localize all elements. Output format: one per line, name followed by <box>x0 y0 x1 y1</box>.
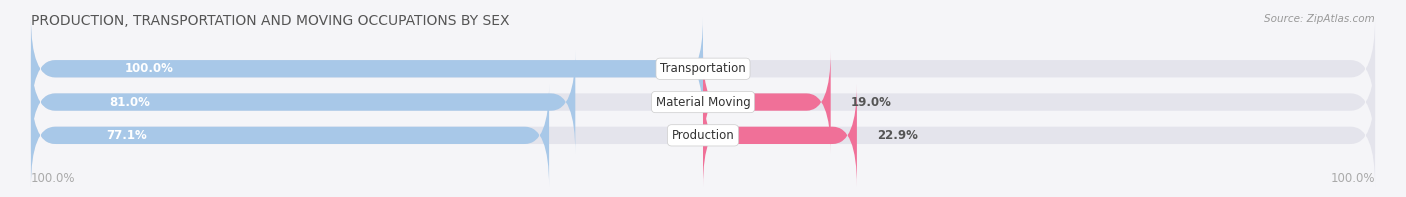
Text: 100.0%: 100.0% <box>31 172 76 185</box>
Text: 19.0%: 19.0% <box>851 96 891 109</box>
Text: Material Moving: Material Moving <box>655 96 751 109</box>
Text: 100.0%: 100.0% <box>125 62 174 75</box>
FancyBboxPatch shape <box>31 18 703 120</box>
Text: Transportation: Transportation <box>661 62 745 75</box>
FancyBboxPatch shape <box>703 51 831 153</box>
FancyBboxPatch shape <box>31 18 1375 120</box>
Text: PRODUCTION, TRANSPORTATION AND MOVING OCCUPATIONS BY SEX: PRODUCTION, TRANSPORTATION AND MOVING OC… <box>31 14 509 28</box>
FancyBboxPatch shape <box>703 84 856 187</box>
FancyBboxPatch shape <box>31 51 1375 153</box>
Text: Source: ZipAtlas.com: Source: ZipAtlas.com <box>1264 14 1375 24</box>
FancyBboxPatch shape <box>31 84 550 187</box>
Text: 81.0%: 81.0% <box>110 96 150 109</box>
Text: 77.1%: 77.1% <box>107 129 148 142</box>
Text: 100.0%: 100.0% <box>1330 172 1375 185</box>
Text: 22.9%: 22.9% <box>877 129 918 142</box>
FancyBboxPatch shape <box>31 84 1375 187</box>
FancyBboxPatch shape <box>31 51 575 153</box>
Text: Production: Production <box>672 129 734 142</box>
